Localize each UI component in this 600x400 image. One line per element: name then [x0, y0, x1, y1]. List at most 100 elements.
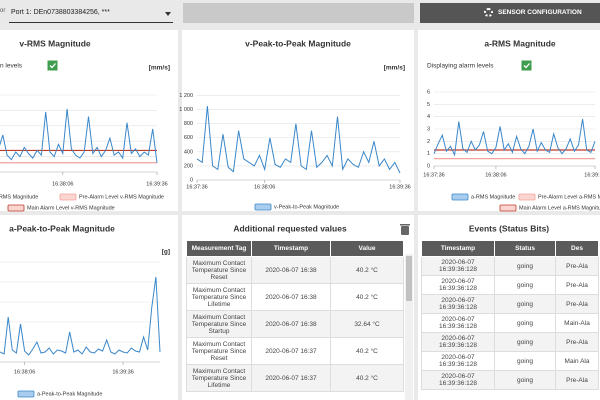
table-cell: 2020-06-07 16:38 — [251, 283, 331, 311]
table-cell: 40.2 °C — [330, 256, 404, 284]
x-tick-label: 16:39:36 — [112, 369, 133, 375]
legend-swatch — [17, 390, 35, 398]
y-tick-label: 6 — [427, 89, 430, 95]
table-cell: going — [494, 332, 556, 352]
table-row: 2020-06-07 16:39:36:128 going Pre-Ala — [421, 275, 599, 295]
table-row: 2020-06-07 16:39:36:128 going Main-Ala — [421, 313, 599, 333]
port-select-text: Port 1: DEn0738803384256, *** — [11, 9, 110, 16]
column-header: Des — [555, 240, 599, 257]
table-cell: 2020-06-07 16:39:36:128 — [421, 275, 495, 295]
panel — [418, 30, 600, 211]
port-label: or — [0, 8, 6, 14]
x-tick-label: 16:39:36 — [584, 172, 600, 178]
chart-title: a-RMS Magnitude — [484, 38, 556, 48]
legend-swatch — [59, 193, 77, 201]
table-row: Maximum Contact Temperature Since Reset 2… — [186, 256, 404, 284]
table-cell: Maximum Contact Temperature Since Reset — [186, 256, 252, 284]
table-cell: going — [494, 370, 556, 390]
requested-table: Measurement Tag Timestamp Value Maximum Con… — [186, 240, 413, 400]
unit-label: [g] — [162, 249, 170, 256]
table-row: 2020-06-07 16:39:36:128 going Pre-Ala — [421, 256, 599, 276]
legend-label: a-RMS Magnitude — [471, 194, 515, 200]
button-label: SENSOR CONFIGURATION — [498, 9, 582, 16]
table-row: 2020-06-07 16:39:36:128 going Main Ala — [421, 351, 599, 371]
y-tick-label: 0 — [190, 177, 193, 183]
table-cell: 2020-06-07 16:39:36:128 — [421, 351, 495, 371]
table-cell: going — [494, 313, 556, 333]
y-tick-label: 400 — [184, 149, 193, 155]
unit-label: [mm/s] — [149, 65, 170, 72]
x-tick-label: 16:38:06 — [52, 181, 73, 187]
table-cell: 40.2 °C — [330, 283, 404, 311]
table-row: Maximum Contact Temperature Since Lifeti… — [186, 283, 404, 311]
alarm-toggle-label: n levels — [0, 63, 23, 70]
table-row: Maximum Contact Temperature Since Lifeti… — [186, 364, 404, 392]
table: Timestamp Status Des 2020-06-07 16:39:36:12… — [421, 240, 599, 390]
table-cell: going — [494, 351, 556, 371]
scroll-thumb[interactable] — [406, 256, 412, 301]
table-cell: Pre-Ala — [555, 256, 599, 276]
table-cell: 2020-06-07 16:39:36:128 — [421, 332, 495, 352]
table-cell: going — [494, 256, 556, 276]
port-select[interactable]: Port 1: DEn0738803384256, *** — [9, 4, 173, 23]
x-tick-label: 16:39:36 — [146, 181, 167, 187]
y-tick-label: 1 — [427, 151, 430, 157]
x-tick-label: 16:38:06 — [485, 172, 506, 178]
x-tick-label: 16:37:36 — [423, 172, 444, 178]
x-tick-label: 16:37:36 — [186, 184, 207, 190]
chart-title: a-Peak-to-Peak Magnitude — [9, 223, 115, 233]
y-tick-label: 200 — [184, 163, 193, 169]
chart-title: v-Peak-to-Peak Magnitude — [245, 38, 351, 48]
table-cell: 2020-06-07 16:38 — [251, 310, 331, 338]
alarm-checkbox[interactable] — [47, 60, 58, 71]
table-cell: 40.2 °C — [330, 337, 404, 365]
legend-label: v-Peak-to-Peak Magnitude — [274, 204, 339, 210]
sensor-config-button[interactable]: SENSOR CONFIGURATION — [420, 3, 600, 23]
legend-swatch — [7, 204, 25, 212]
panel — [182, 30, 414, 211]
y-tick-label: 5 — [427, 102, 430, 108]
table-cell: Maximum Contact Temperature Since Lifeti… — [186, 283, 252, 311]
table-cell: 2020-06-07 16:39:36:128 — [421, 370, 495, 390]
y-tick-label: 3 — [427, 126, 430, 132]
table-cell: Maximum Contact Temperature Since Reset — [186, 337, 252, 365]
panel — [0, 215, 178, 400]
table-row: 2020-06-07 16:39:36:128 going Pre-Ala — [421, 370, 599, 390]
data-line — [0, 276, 161, 356]
y-tick-label: 600 — [184, 135, 193, 141]
table-cell: 2020-06-07 16:37 — [251, 364, 331, 392]
data-line — [0, 108, 158, 163]
legend-label: a-Peak-to-Peak Magnitude — [37, 391, 102, 397]
legend-swatch — [254, 203, 272, 211]
y-tick-label: 0 — [427, 163, 430, 169]
table-row: Maximum Contact Temperature Since Startu… — [186, 310, 404, 338]
column-header: Timestamp — [251, 240, 331, 257]
legend-label: -RMS Magnitude — [0, 194, 38, 200]
table-row: 2020-06-07 16:39:36:128 going Pre-Ala — [421, 294, 599, 314]
alarm-checkbox[interactable] — [521, 60, 532, 71]
dropdown-arrow — [165, 12, 171, 19]
table-cell: Maximum Contact Temperature Since Startu… — [186, 310, 252, 338]
grey-button[interactable] — [183, 3, 414, 23]
column-header: Status — [494, 240, 556, 257]
column-header: Value — [330, 240, 404, 257]
x-tick-label: 16:38:06 — [14, 369, 35, 375]
table-cell: 32.64 °C — [330, 310, 404, 338]
delete-icon[interactable] — [400, 224, 410, 235]
gear-icon — [484, 8, 493, 17]
check-mark — [49, 63, 56, 69]
check-mark — [523, 63, 530, 69]
events-table: Timestamp Status Des 2020-06-07 16:39:36:12… — [421, 240, 600, 400]
table-row: Maximum Contact Temperature Since Reset 2… — [186, 337, 404, 365]
table-cell: Pre-Ala — [555, 294, 599, 314]
legend-label: Main Alarm Level v-RMS Magnitude — [27, 205, 115, 211]
table-cell: going — [494, 294, 556, 314]
scrollbar — [405, 254, 413, 400]
y-tick-label: 4 — [427, 114, 430, 120]
data-line — [196, 106, 401, 174]
table-cell: 40.2 °C — [330, 364, 404, 392]
table-cell: Maximum Contact Temperature Since Lifeti… — [186, 364, 252, 392]
table-cell: 2020-06-07 16:39:36:128 — [421, 313, 495, 333]
legend-swatch — [451, 193, 469, 201]
